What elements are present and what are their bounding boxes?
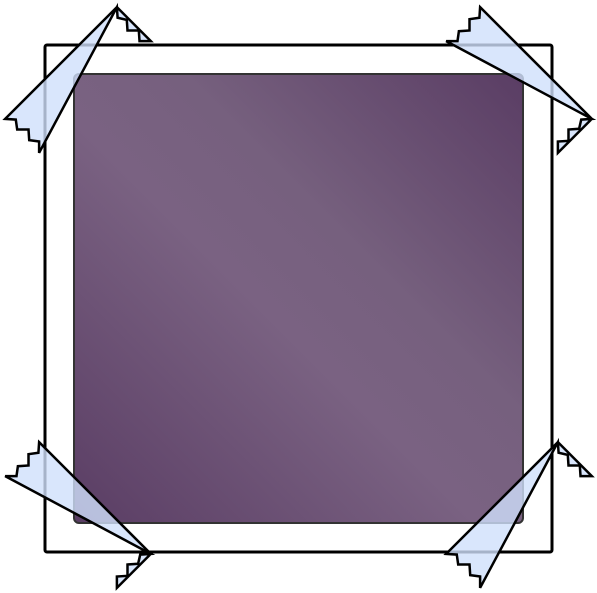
tape-top-left bbox=[2, 2, 154, 154]
tape-bottom-right bbox=[443, 437, 595, 589]
tape-bottom-left bbox=[4, 439, 156, 591]
photo-image bbox=[73, 73, 524, 524]
tape-top-right bbox=[445, 4, 597, 156]
